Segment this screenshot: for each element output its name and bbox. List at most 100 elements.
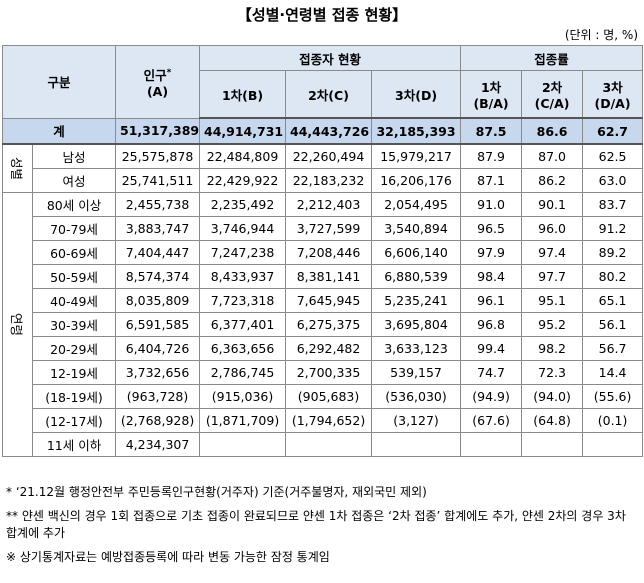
header-cell: 구분 bbox=[1, 45, 117, 119]
data-cell: 89.2 bbox=[582, 240, 644, 265]
data-cell: 8,381,141 bbox=[285, 264, 373, 289]
data-cell: (536,030) bbox=[371, 384, 462, 409]
notes: * ‘21.12월 행정안전부 주민등록인구현황(거주자) 기준(거주불명자, … bbox=[6, 484, 638, 573]
data-cell: 87.0 bbox=[521, 143, 584, 169]
empty-cell bbox=[199, 432, 287, 457]
body-row: 30-39세 6,591,585 6,377,401 6,275,375 3,695,8… bbox=[3, 312, 644, 337]
note: ※ 상기통계자료는 예방접종등록에 따라 변동 가능한 잠정 통계임 bbox=[6, 550, 330, 564]
data-cell: 97.4 bbox=[521, 240, 584, 265]
data-cell: (94.0) bbox=[521, 384, 584, 409]
data-cell: 56.1 bbox=[582, 312, 644, 337]
data-cell: (1,794,652) bbox=[285, 408, 373, 433]
data-cell: 7,247,238 bbox=[199, 240, 287, 265]
data-cell: 74.7 bbox=[460, 360, 523, 385]
row-label: 30-39세 bbox=[31, 312, 117, 337]
data-cell: 22,183,232 bbox=[285, 168, 373, 193]
data-cell: 72.3 bbox=[521, 360, 584, 385]
header-row: 구분 인구* (A) 접종자 현황 접종률 bbox=[1, 45, 644, 119]
row-label: 12-19세 bbox=[31, 360, 117, 385]
data-cell: 4,234,307 bbox=[115, 432, 201, 457]
data-cell: 91.2 bbox=[582, 216, 644, 241]
data-cell: 6,292,482 bbox=[285, 336, 373, 361]
data-cell: 44,914,731 bbox=[199, 117, 287, 145]
header-text: (B/A) bbox=[473, 96, 509, 111]
data-cell: 83.7 bbox=[582, 192, 644, 217]
body-row: 40-49세 8,035,809 7,723,318 7,645,945 5,235,2… bbox=[3, 288, 644, 313]
data-cell: 539,157 bbox=[371, 360, 462, 385]
data-cell: 15,979,217 bbox=[371, 143, 462, 169]
row-label: 40-49세 bbox=[31, 288, 117, 313]
note: * ‘21.12월 행정안전부 주민등록인구현황(거주자) 기준(거주불명자, … bbox=[6, 485, 427, 499]
header-text: 1차 bbox=[480, 80, 502, 95]
data-cell: 98.4 bbox=[460, 264, 523, 289]
data-cell: 51,317,389 bbox=[115, 117, 201, 145]
empty-cell bbox=[371, 432, 462, 457]
body-row: 11세 이하 4,234,307 bbox=[3, 432, 644, 457]
data-cell: (1,871,709) bbox=[199, 408, 287, 433]
data-cell: 95.1 bbox=[521, 288, 584, 313]
empty-cell bbox=[521, 432, 584, 457]
header-text: (C/A) bbox=[534, 96, 570, 111]
data-cell: 96.5 bbox=[460, 216, 523, 241]
data-cell: 8,035,809 bbox=[115, 288, 201, 313]
data-cell: 25,741,511 bbox=[115, 168, 201, 193]
unit: (단위 : 명, %) bbox=[564, 28, 638, 42]
data-cell: 6,275,375 bbox=[285, 312, 373, 337]
data-cell: 96.0 bbox=[521, 216, 584, 241]
data-cell: (94.9) bbox=[460, 384, 523, 409]
data-cell: 6,363,656 bbox=[199, 336, 287, 361]
body-row: (18-19세) (963,728) (915,036) (905,683) (536,… bbox=[3, 384, 644, 409]
data-cell: 7,208,446 bbox=[285, 240, 373, 265]
data-cell: 87.5 bbox=[460, 117, 523, 145]
data-cell: 2,212,403 bbox=[285, 192, 373, 217]
data-cell: 3,540,894 bbox=[371, 216, 462, 241]
row-label: 80세 이상 bbox=[31, 192, 117, 217]
header-cell: 인구* (A) bbox=[115, 45, 201, 119]
row-label: 11세 이하 bbox=[31, 432, 117, 457]
body-row: 12-19세 3,732,656 2,786,745 2,700,335 539,157… bbox=[3, 360, 644, 385]
data-cell: (3,127) bbox=[371, 408, 462, 433]
data-cell: 98.2 bbox=[521, 336, 584, 361]
data-cell: (67.6) bbox=[460, 408, 523, 433]
data-cell: 7,404,447 bbox=[115, 240, 201, 265]
data-cell: 22,429,922 bbox=[199, 168, 287, 193]
data-cell: 3,883,747 bbox=[115, 216, 201, 241]
header-text: 인구 bbox=[143, 67, 167, 83]
data-cell: 8,433,937 bbox=[199, 264, 287, 289]
body-row: 여성 25,741,511 22,429,922 22,183,232 16,206,1… bbox=[3, 168, 644, 193]
data-cell: 3,727,599 bbox=[285, 216, 373, 241]
header-text: (A) bbox=[146, 83, 169, 99]
data-cell: 97.7 bbox=[521, 264, 584, 289]
row-label: 계 bbox=[1, 117, 117, 145]
data-cell: 3,746,944 bbox=[199, 216, 287, 241]
data-cell: 87.1 bbox=[460, 168, 523, 193]
data-cell: 65.1 bbox=[582, 288, 644, 313]
header-cell: 접종률 bbox=[460, 45, 644, 71]
empty-cell bbox=[582, 432, 644, 457]
data-cell: 6,606,140 bbox=[371, 240, 462, 265]
data-cell: 2,235,492 bbox=[199, 192, 287, 217]
data-cell: (55.6) bbox=[582, 384, 644, 409]
note: ** 얀센 백신의 경우 1회 접종으로 기초 접종이 완료되므로 얀센 1차 … bbox=[6, 509, 626, 540]
header-cell: 3차 (D/A) bbox=[582, 70, 644, 119]
data-cell: 86.6 bbox=[521, 117, 584, 145]
data-cell: 2,700,335 bbox=[285, 360, 373, 385]
data-cell: 80.2 bbox=[582, 264, 644, 289]
title: 【성별·연령별 접종 현황】 bbox=[236, 6, 408, 24]
header-cell: 2차(C) bbox=[285, 70, 373, 119]
data-cell: 7,723,318 bbox=[199, 288, 287, 313]
data-cell: 86.2 bbox=[521, 168, 584, 193]
data-cell: 3,695,804 bbox=[371, 312, 462, 337]
header-row: 1차(B) 2차(C) 3차(D) 1차 (B/A) 2차 (C/A) 3차 (D/A) bbox=[3, 70, 644, 119]
empty-cell bbox=[285, 432, 373, 457]
body-row: 70-79세 3,883,747 3,746,944 3,727,599 3,540,8… bbox=[3, 216, 644, 241]
data-cell: 97.9 bbox=[460, 240, 523, 265]
data-cell: 6,880,539 bbox=[371, 264, 462, 289]
data-cell: 62.5 bbox=[582, 143, 644, 169]
data-cell: (64.8) bbox=[521, 408, 584, 433]
data-cell: 22,260,494 bbox=[285, 143, 373, 169]
data-cell: 44,443,726 bbox=[285, 117, 373, 145]
header-cell: 3차(D) bbox=[371, 70, 462, 119]
row-label: 남성 bbox=[31, 143, 117, 169]
data-cell: 5,235,241 bbox=[371, 288, 462, 313]
